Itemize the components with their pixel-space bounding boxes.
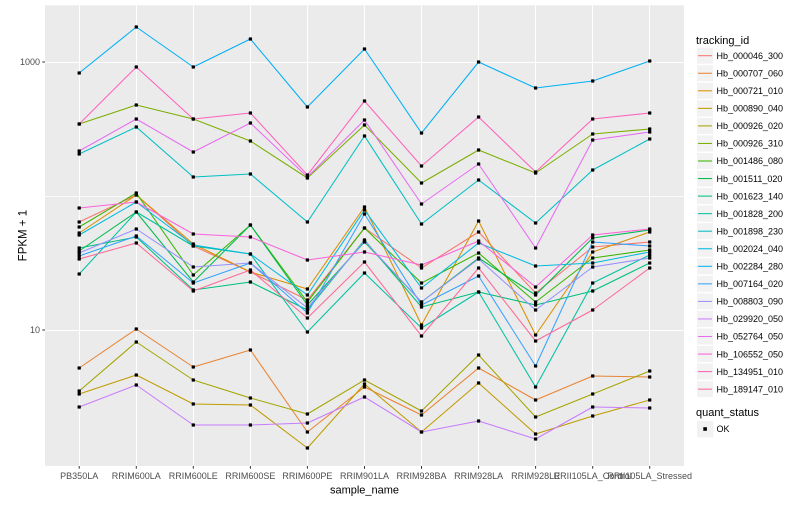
svg-text:Hb_001486_080: Hb_001486_080 (717, 156, 784, 166)
svg-text:Hb_001898_230: Hb_001898_230 (717, 226, 784, 236)
svg-text:sample_name: sample_name (330, 485, 399, 497)
svg-text:Hb_000926_310: Hb_000926_310 (717, 139, 784, 149)
svg-text:RRIM901LA: RRIM901LA (340, 471, 389, 481)
svg-text:Hb_008803_090: Hb_008803_090 (717, 297, 784, 307)
svg-text:PB350LA: PB350LA (60, 471, 98, 481)
svg-text:10: 10 (30, 325, 40, 335)
svg-text:RRIM600SE: RRIM600SE (225, 471, 275, 481)
svg-text:Hb_007164_020: Hb_007164_020 (717, 279, 784, 289)
svg-text:Hb_000926_020: Hb_000926_020 (717, 121, 784, 131)
svg-text:RRIM600LA: RRIM600LA (112, 471, 161, 481)
svg-text:FPKM + 1: FPKM + 1 (18, 210, 30, 261)
svg-text:Hb_001828_200: Hb_001828_200 (717, 209, 784, 219)
svg-text:Hb_106552_050: Hb_106552_050 (717, 349, 784, 359)
svg-text:Hb_000721_010: Hb_000721_010 (717, 86, 784, 96)
svg-text:1000: 1000 (20, 57, 40, 67)
svg-text:RRIM600LE: RRIM600LE (169, 471, 218, 481)
svg-text:RRII105LA_Stressed: RRII105LA_Stressed (607, 471, 692, 481)
svg-text:Hb_000890_040: Hb_000890_040 (717, 104, 784, 114)
svg-text:Hb_134951_010: Hb_134951_010 (717, 367, 784, 377)
svg-text:RRIM928BA: RRIM928BA (396, 471, 446, 481)
svg-text:Hb_052764_050: Hb_052764_050 (717, 332, 784, 342)
svg-text:Hb_002024_040: Hb_002024_040 (717, 244, 784, 254)
svg-text:Hb_189147_010: Hb_189147_010 (717, 384, 784, 394)
svg-text:RRIM928LA: RRIM928LA (454, 471, 503, 481)
svg-text:Hb_001623_140: Hb_001623_140 (717, 191, 784, 201)
svg-text:Hb_000707_060: Hb_000707_060 (717, 68, 784, 78)
svg-text:RRIM928LE: RRIM928LE (511, 471, 560, 481)
svg-text:RRIM600PE: RRIM600PE (282, 471, 332, 481)
svg-text:Hb_002284_280: Hb_002284_280 (717, 262, 784, 272)
svg-text:Hb_000046_300: Hb_000046_300 (717, 51, 784, 61)
svg-text:Hb_029920_050: Hb_029920_050 (717, 314, 784, 324)
svg-text:tracking_id: tracking_id (696, 35, 749, 47)
svg-text:OK: OK (717, 424, 730, 434)
svg-text:RRII105LA_Control: RRII105LA_Control (554, 471, 632, 481)
svg-text:Hb_001511_020: Hb_001511_020 (717, 174, 783, 184)
svg-text:quant_status: quant_status (696, 407, 759, 419)
